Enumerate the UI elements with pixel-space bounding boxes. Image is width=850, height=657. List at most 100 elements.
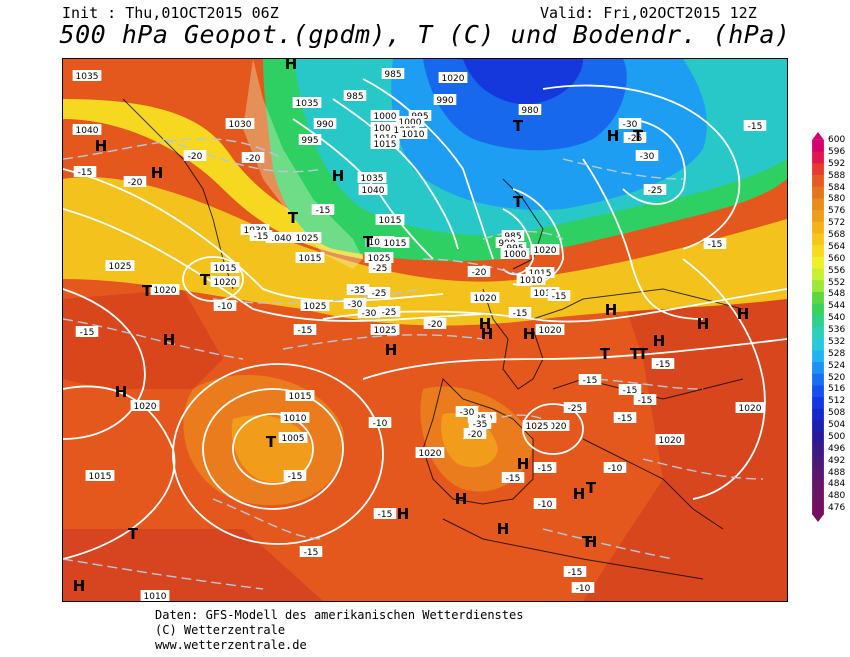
legend-swatch [812,221,824,234]
pressure-label: 1025 [522,420,552,432]
legend-swatch [812,280,824,293]
svg-text:-15: -15 [80,328,95,338]
legend-swatch [812,373,824,386]
svg-text:1025: 1025 [374,326,397,336]
temperature-label: -15 [547,290,571,302]
svg-text:1020: 1020 [739,404,762,414]
pressure-label: 1025 [105,260,135,272]
temperature-label: -25 [377,306,401,318]
pressure-label: 1010 [140,590,170,601]
svg-text:1035: 1035 [76,72,99,82]
isobars [63,78,787,560]
legend-swatch [812,502,824,515]
legend-label: 564 [828,241,846,252]
legend-label: 480 [828,491,846,502]
temperature-label: -15 [613,412,637,424]
temperature-label: -15 [618,384,642,396]
svg-text:1025: 1025 [368,254,391,264]
geopotential-zone-508 [463,59,583,105]
svg-text:-25: -25 [568,404,583,414]
temperature-label: -25 [563,402,587,414]
legend-label: 532 [828,336,846,347]
high-pressure-center: H [285,59,298,73]
legend-label: 588 [828,170,846,181]
legend-label: 576 [828,206,846,217]
init-time: Init : Thu,01OCT2015 06Z [62,4,279,22]
svg-text:1015: 1015 [534,289,557,299]
temperature-label: -15 [703,238,727,250]
pressure-label: 1035 [292,97,322,109]
svg-text:1025: 1025 [526,422,549,432]
legend-label: 560 [828,253,846,264]
legend-swatch [812,467,824,480]
legend-swatch [812,432,824,445]
legend-label: 596 [828,146,846,157]
greenland-outline [243,59,363,269]
svg-text:1040: 1040 [362,186,385,196]
pressure-label: 1015 [85,470,115,482]
svg-text:1020: 1020 [442,74,465,84]
svg-text:1020: 1020 [214,278,237,288]
legend-swatch [812,455,824,468]
legend-label: 572 [828,218,846,229]
high-pressure-center: H [385,341,398,359]
low-pressure-center: T [586,479,597,497]
pressure-label: 1005 [278,432,308,444]
pressure-label: 1020 [415,447,445,459]
svg-text:-30: -30 [362,309,377,319]
svg-text:985: 985 [346,92,363,102]
pressure-label: 1015 [380,237,410,249]
low-pressure-center: T [582,533,593,551]
svg-text:1035: 1035 [361,174,384,184]
legend-swatch [812,385,824,398]
svg-text:1015: 1015 [289,392,312,402]
legend-swatch [812,420,824,433]
legend-label: 592 [828,158,846,169]
svg-text:-25: -25 [382,308,397,318]
high-pressure-center: H [115,383,128,401]
high-pressure-center: H [517,455,530,473]
pressure-label: 1035 [357,172,387,184]
svg-text:-10: -10 [608,464,623,474]
pressure-label: 1030 [225,118,255,130]
temperature-label: -10 [213,300,237,312]
credits-data-source: Daten: GFS-Modell des amerikanischen Wet… [155,608,524,622]
svg-text:-20: -20 [188,152,203,162]
low-pressure-center: T [630,345,641,363]
geopotential-zone-568 [63,177,787,326]
pressure-label: 1020 [540,420,570,432]
low-pressure-center: T [633,127,644,145]
legend-label: 600 [828,135,846,145]
svg-text:-10: -10 [373,419,388,429]
pressure-label: 1010 [280,412,310,424]
high-pressure-center: H [455,490,468,508]
high-pressure-center: H [737,305,750,323]
temperature-label: -10 [571,582,595,594]
pressure-label: 1015 [210,262,240,274]
svg-text:1010: 1010 [144,592,167,601]
high-pressure-center: H [163,331,176,349]
pressure-label: 1020 [535,324,565,336]
low-pressure-center: T [142,282,153,300]
svg-text:-30: -30 [623,120,638,130]
legend-label: 476 [828,503,846,514]
pressure-label: 1020 [365,236,395,248]
temperature-label: -15 [651,358,675,370]
legend-label: 568 [828,230,846,240]
temperature-label: -30 [455,406,479,418]
svg-text:-15: -15 [254,232,269,242]
temperature-label: -15 [501,472,525,484]
svg-text:1040: 1040 [76,126,99,136]
legend-swatch [812,233,824,246]
svg-text:-15: -15 [78,168,93,178]
pressure-label: 1000 [370,110,400,122]
legend-swatch [812,338,824,351]
svg-text:-15: -15 [513,309,528,319]
high-pressure-center: H [151,164,164,182]
svg-text:1015: 1015 [214,264,237,274]
legend-swatch [812,256,824,270]
pressure-label: 1025 [300,300,330,312]
pressure-label: 1020 [130,400,160,412]
svg-text:1000: 1000 [399,118,422,128]
low-pressure-center: T [600,345,611,363]
